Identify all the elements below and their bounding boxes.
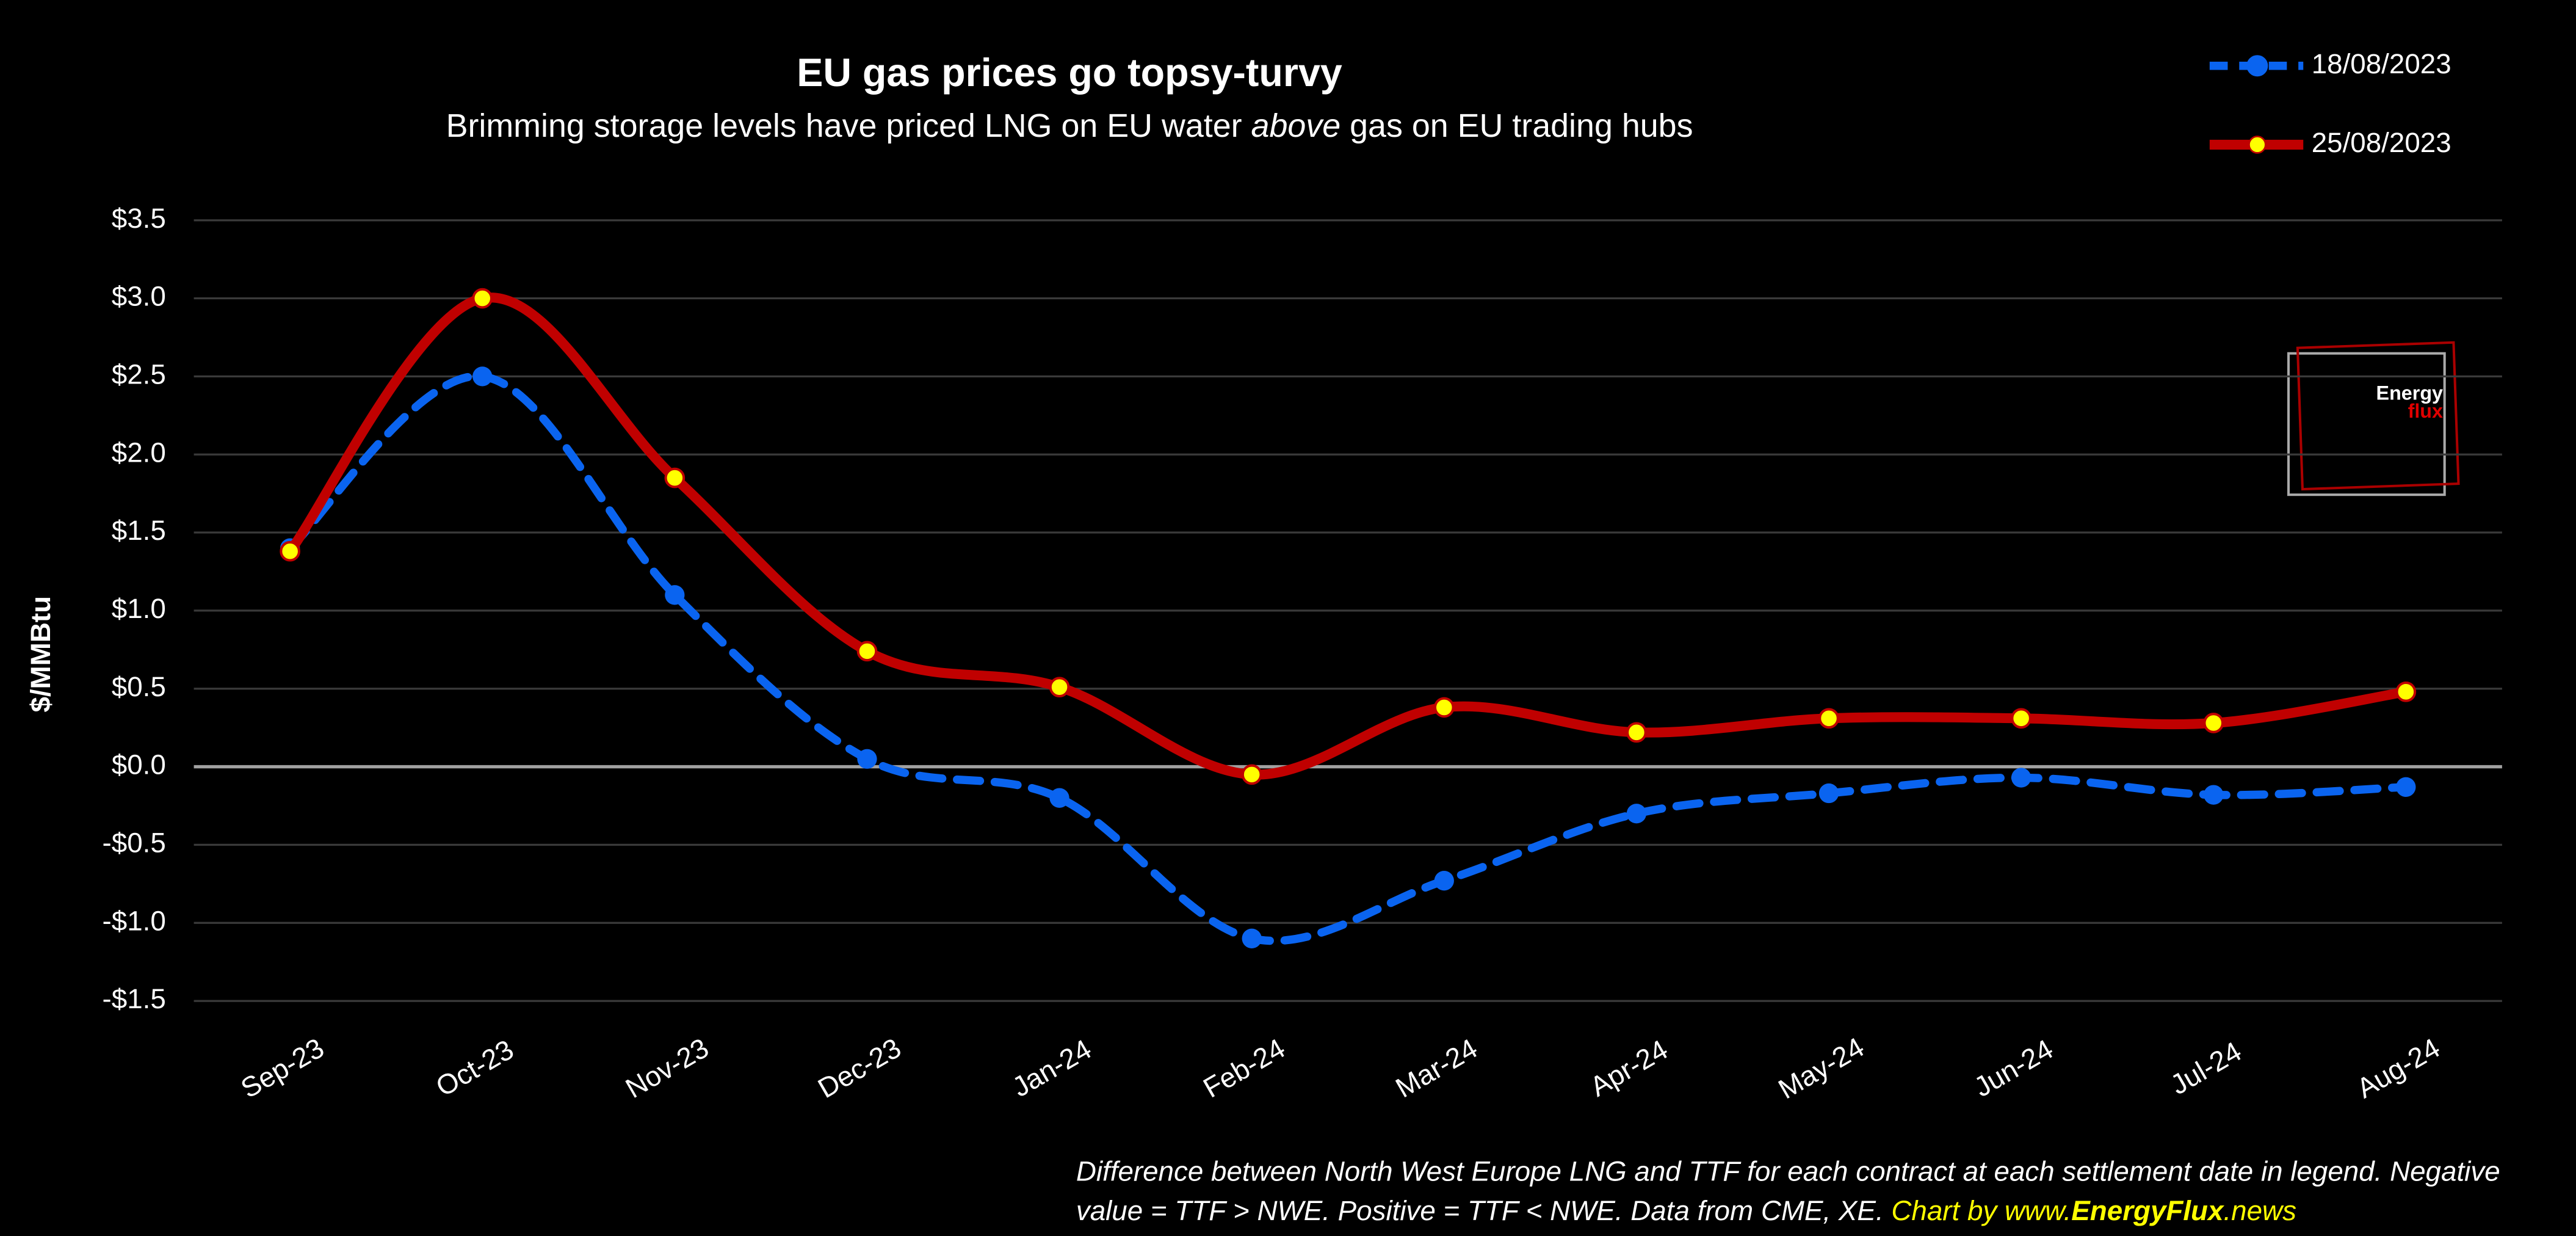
y-tick-label: $2.0	[112, 437, 166, 468]
logo-frame	[2287, 352, 2446, 496]
point	[1433, 697, 1455, 718]
chart-subtitle: Brimming storage levels have priced LNG …	[446, 107, 1693, 144]
point	[856, 641, 878, 662]
point	[1049, 788, 1069, 808]
chart-title: EU gas prices go topsy-turvy	[797, 51, 1342, 95]
legend-marker	[2246, 55, 2268, 77]
point	[2011, 708, 2031, 729]
credit: Chart by www.	[1891, 1195, 2071, 1226]
point	[665, 585, 685, 605]
legend-item: 18/08/2023	[2209, 48, 2451, 79]
subtitle-part: above	[1251, 107, 1341, 144]
y-tick-label: -$0.5	[103, 827, 166, 858]
point	[1049, 677, 1070, 697]
y-tick-label: $2.5	[112, 358, 166, 390]
point	[2203, 713, 2224, 733]
point	[280, 540, 300, 562]
note: value = TTF > NWE. Positive = TTF < NWE.…	[1076, 1195, 2296, 1226]
credit: EnergyFlux	[2071, 1195, 2224, 1226]
y-tick-label: $0.5	[112, 671, 166, 702]
point	[857, 749, 877, 769]
point	[1626, 804, 1647, 824]
note: Difference between North West Europe LNG…	[1076, 1156, 2500, 1187]
series	[280, 366, 2416, 948]
legend-label: 25/08/2023	[2312, 127, 2451, 158]
y-tick-label: -$1.5	[103, 983, 166, 1014]
y-tick-label: $1.5	[112, 515, 166, 546]
logo-text: flux	[2408, 400, 2443, 422]
series	[280, 288, 2417, 785]
note-text: value = TTF > NWE. Positive = TTF < NWE.…	[1076, 1195, 1892, 1226]
point	[2204, 785, 2224, 805]
point	[1434, 871, 1454, 891]
point	[1818, 783, 1839, 804]
point	[2011, 768, 2031, 788]
logo-frame	[2296, 341, 2460, 491]
y-tick-label: $3.0	[112, 281, 166, 312]
point	[472, 366, 493, 387]
point	[2396, 777, 2416, 797]
point	[2395, 682, 2417, 702]
point	[472, 288, 493, 309]
legend-label: 18/08/2023	[2312, 48, 2451, 79]
subtitle-part: Brimming storage levels have priced LNG …	[446, 107, 1251, 144]
point	[1818, 708, 1839, 729]
logo: Energy flux	[2287, 341, 2460, 496]
y-tick-label: $0.0	[112, 749, 166, 780]
credit: .news	[2223, 1195, 2296, 1226]
legend-marker	[2248, 136, 2267, 154]
y-axis-label: $/MMBtu	[25, 596, 56, 713]
y-tick-label: -$1.0	[103, 905, 166, 936]
logo-text: Energy	[2376, 382, 2443, 404]
point	[1626, 722, 1647, 743]
y-tick-label: $1.0	[112, 593, 166, 624]
legend-item: 25/08/2023	[2209, 127, 2451, 158]
subtitle-part: gas on EU trading hubs	[1340, 107, 1693, 144]
point	[664, 467, 686, 489]
y-tick-label: $3.5	[112, 203, 166, 234]
point	[1241, 764, 1262, 785]
point	[1242, 928, 1262, 948]
